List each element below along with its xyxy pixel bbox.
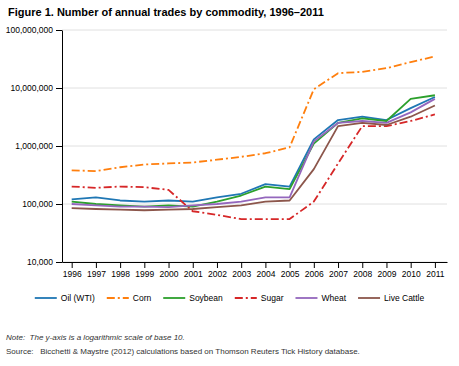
legend-item: Corn [107, 293, 152, 303]
x-tick-label: 2008 [353, 269, 372, 279]
legend-swatch [358, 297, 380, 299]
x-tick-mark [435, 262, 436, 268]
x-tick-mark [169, 262, 170, 268]
x-tick-mark [193, 262, 194, 268]
annotation: Note: The y-axis is a logarithmic scale … [6, 333, 185, 342]
y-tick: 100,000 [22, 199, 62, 209]
x-tick-label: 2009 [378, 269, 397, 279]
x-tick-label: 1996 [63, 269, 82, 279]
x-tick-mark [362, 262, 363, 268]
x-tick-label: 2000 [160, 269, 179, 279]
x-tick-label: 2005 [281, 269, 300, 279]
y-tick-label: 10,000 [27, 257, 53, 267]
x-tick: 2003 [232, 262, 251, 279]
y-axis-line [62, 31, 63, 263]
series-line [72, 56, 435, 171]
x-tick: 2008 [353, 262, 372, 279]
x-tick-label: 2001 [184, 269, 203, 279]
y-tick-mark [56, 146, 62, 147]
series-line [72, 95, 435, 206]
legend-item: Oil (WTI) [35, 293, 95, 303]
x-tick-mark [72, 262, 73, 268]
legend-swatch [235, 297, 257, 299]
x-tick-label: 1998 [111, 269, 130, 279]
plot-area [72, 56, 435, 219]
x-tick-label: 2003 [232, 269, 251, 279]
x-tick: 2011 [426, 262, 445, 279]
x-tick-mark [411, 262, 412, 268]
x-tick: 1996 [63, 262, 82, 279]
legend-item: Soybean [163, 293, 223, 303]
x-tick: 2010 [402, 262, 421, 279]
x-tick: 1999 [135, 262, 154, 279]
grid-line [62, 146, 447, 147]
y-tick-mark [56, 262, 62, 263]
x-tick: 1997 [87, 262, 106, 279]
x-tick-mark [290, 262, 291, 268]
grid-line [62, 262, 447, 263]
x-tick: 2004 [256, 262, 275, 279]
x-tick-mark [265, 262, 266, 268]
y-tick-mark [56, 30, 62, 31]
x-tick-mark [120, 262, 121, 268]
x-tick-mark [314, 262, 315, 268]
y-tick: 100,000,000 [6, 25, 62, 35]
x-tick: 1998 [111, 262, 130, 279]
x-tick: 2005 [281, 262, 300, 279]
x-tick: 2000 [160, 262, 179, 279]
legend-label: Wheat [321, 293, 346, 303]
x-tick-label: 2010 [402, 269, 421, 279]
chart: 1996 1997 1998 1999 2000 2001 2002 2003 2004 2005… [0, 0, 459, 366]
y-tick: 1,000,000 [15, 141, 62, 151]
x-tick: 2006 [305, 262, 324, 279]
x-tick-label: 1999 [135, 269, 154, 279]
legend-label: Live Cattle [384, 293, 424, 303]
y-tick-label: 100,000 [22, 199, 53, 209]
legend-swatch [295, 297, 317, 299]
x-tick-mark [144, 262, 145, 268]
legend-label: Soybean [189, 293, 223, 303]
x-tick-label: 2004 [256, 269, 275, 279]
x-tick: 2007 [329, 262, 348, 279]
x-tick-mark [338, 262, 339, 268]
y-tick: 10,000 [27, 257, 62, 267]
x-tick: 2002 [208, 262, 227, 279]
x-tick-mark [217, 262, 218, 268]
x-axis: 1996 1997 1998 1999 2000 2001 2002 2003 2004 2005… [63, 262, 448, 279]
annotation: Source: Bicchetti & Maystre (2012) calcu… [6, 347, 360, 356]
legend-label: Oil (WTI) [61, 293, 95, 303]
grid-line [62, 88, 447, 89]
grid [62, 30, 447, 262]
x-tick-mark [96, 262, 97, 268]
x-tick-label: 2007 [329, 269, 348, 279]
y-tick-label: 1,000,000 [15, 141, 53, 151]
grid-line [62, 30, 447, 31]
legend-item: Live Cattle [358, 293, 424, 303]
legend-label: Sugar [261, 293, 284, 303]
legend-swatch [163, 297, 185, 299]
legend-item: Sugar [235, 293, 284, 303]
legend-item: Wheat [295, 293, 346, 303]
legend-swatch [35, 297, 57, 299]
legend-swatch [107, 297, 129, 299]
y-tick-mark [56, 88, 62, 89]
y-tick-mark [56, 204, 62, 205]
x-tick-mark [386, 262, 387, 268]
legend: Oil (WTI) Corn Soybean Sugar Wheat Live Cattl… [35, 293, 425, 303]
y-tick: 10,000,000 [10, 83, 62, 93]
y-axis: 10,000 100,000 1,000,000 10,000,000 100,000,… [6, 25, 63, 267]
x-tick-mark [241, 262, 242, 268]
series-line [72, 105, 435, 210]
x-tick-label: 2002 [208, 269, 227, 279]
title: Figure 1. Number of annual trades by com… [8, 6, 324, 18]
x-tick-label: 1997 [87, 269, 106, 279]
y-tick-label: 10,000,000 [10, 83, 53, 93]
series-line [72, 99, 435, 207]
x-tick: 2009 [378, 262, 397, 279]
x-tick: 2001 [184, 262, 203, 279]
legend-label: Corn [133, 293, 152, 303]
y-tick-label: 100,000,000 [6, 25, 54, 35]
x-tick-label: 2006 [305, 269, 324, 279]
x-tick-label: 2011 [426, 269, 445, 279]
